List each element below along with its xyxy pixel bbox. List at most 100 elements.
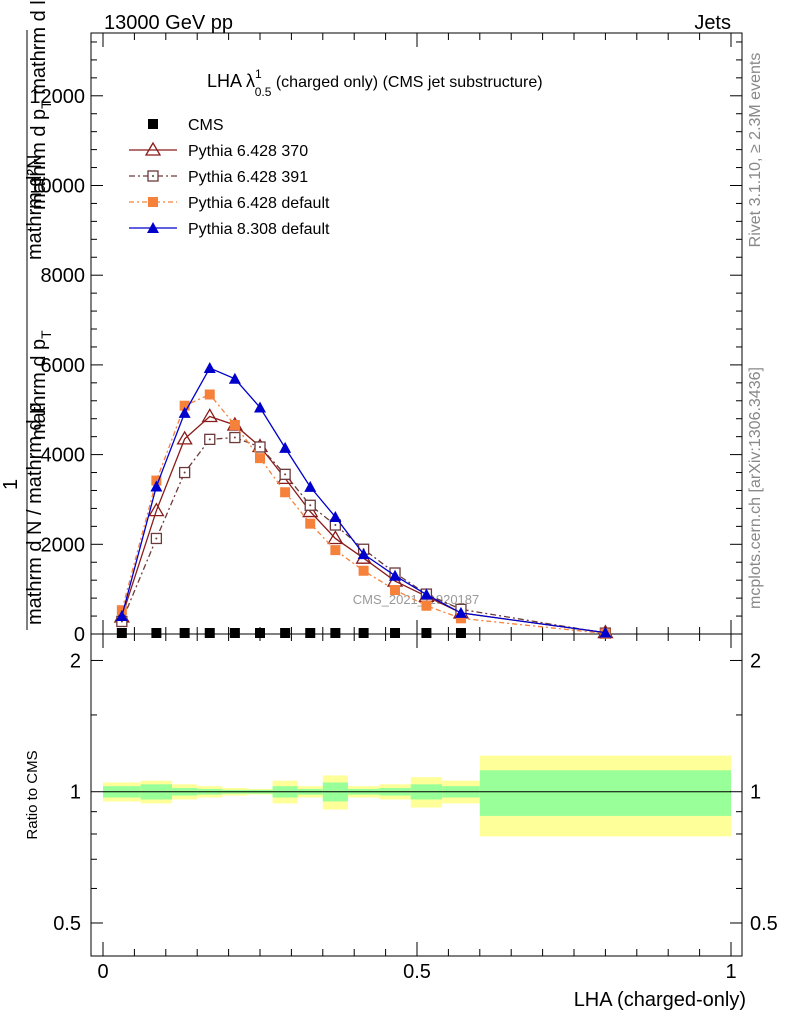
data-point-pdef [204, 389, 215, 400]
ratio-y-tick-label-right: 2 [750, 650, 761, 672]
rivet-label: Rivet 3.1.10, ≥ 2.3M events [747, 53, 764, 248]
ratio-band-inner [479, 770, 731, 816]
ratio-uncertainty-bands [103, 755, 731, 837]
y-tick-label: 12000 [29, 86, 85, 108]
y-tick-label: 6000 [41, 355, 86, 377]
data-point-p8 [599, 626, 612, 638]
data-point-cms [229, 628, 240, 638]
series-line-p8 [121, 367, 606, 634]
legend-marker-p391-dot [152, 175, 154, 177]
data-point-p391-dot [155, 537, 158, 540]
data-point-p391-dot [309, 504, 312, 507]
main-ylabel: mathrm d²N mathrm d pT mathrm d lambda 1… [0, 0, 54, 630]
data-point-cms [358, 628, 369, 638]
data-point-cms [179, 628, 190, 638]
data-point-cms [151, 628, 162, 638]
legend: CMS Pythia 6.428 370 Pythia 6.428 391 Pythi… [129, 117, 330, 238]
legend-entry-p391: Pythia 6.428 391 [129, 169, 308, 186]
data-point-pdef [390, 585, 401, 596]
data-point-p391-dot [259, 445, 261, 448]
data-point-p391-dot [334, 524, 337, 527]
xlabel: LHA (charged-only) [574, 989, 746, 1011]
ratio-ylabel: Ratio to CMS [24, 750, 41, 839]
ylabel-dpt-sub: T [38, 100, 54, 109]
ratio-y-tick-label-right: 0.5 [750, 913, 778, 935]
mcplots-label: mcplots.cern.ch [arXiv:1306.3436] [747, 367, 764, 609]
ratio-axes: 0 0.5 1 0.5 0.5 1 1 2 2 [53, 33, 778, 983]
ylabel-num: mathrm d²N [24, 154, 46, 260]
data-point-p8 [420, 588, 433, 600]
series-cms [116, 628, 466, 638]
ratio-y-tick-label: 0.5 [53, 913, 81, 935]
x-tick-label: 0.5 [403, 961, 431, 983]
y-tick-label: 2000 [41, 534, 86, 556]
data-point-pdef [229, 419, 240, 430]
legend-label: CMS [188, 117, 224, 134]
plot-title: LHA λ1 0.5 (charged only) (CMS jet substr… [207, 67, 543, 99]
data-point-p370 [176, 430, 193, 445]
series-line-pdef [121, 393, 606, 635]
y-tick-label: 4000 [41, 445, 86, 467]
legend-label: Pythia 8.308 default [188, 221, 330, 238]
ratio-y-tick-label: 1 [70, 782, 81, 804]
data-point-p8 [454, 606, 467, 618]
data-point-cms [390, 628, 401, 638]
data-point-p8 [389, 569, 402, 581]
ylabel-dpt: mathrm d p [28, 109, 50, 210]
ylabel-one: 1 [0, 479, 22, 490]
y-tick-label: 0 [74, 624, 85, 646]
data-point-p8 [228, 372, 241, 384]
data-point-cms [255, 628, 265, 638]
data-point-cms [204, 628, 215, 638]
data-point-p8 [329, 510, 342, 522]
ylabel-den-2: mathrm d pT [28, 330, 54, 440]
data-point-pdef [421, 600, 432, 611]
data-point-pdef [330, 545, 341, 556]
data-point-cms [305, 628, 316, 638]
data-point-cms [455, 628, 466, 638]
legend-entry-cms: CMS [148, 117, 224, 134]
ylabel-dlambda: mathrm d lambda [28, 0, 50, 100]
data-point-cms [280, 628, 291, 638]
legend-entry-p8: Pythia 8.308 default [129, 221, 330, 238]
data-point-p370 [201, 408, 218, 423]
analysis-watermark: CMS_2021_I1920187 [353, 592, 480, 607]
series-p8 [115, 362, 612, 638]
legend-entry-pdef: Pythia 6.428 default [129, 195, 330, 212]
data-point-pdef [179, 400, 190, 411]
legend-label: Pythia 6.428 default [188, 195, 330, 212]
main-axes: 0 2000 4000 6000 8000 10000 12000 [29, 32, 743, 646]
data-point-cms [421, 628, 432, 638]
data-point-p8 [304, 480, 317, 492]
data-point-p8 [279, 441, 292, 453]
y-tick-label: 10000 [29, 175, 85, 197]
y-tick-label: 8000 [41, 265, 86, 287]
legend-entry-p370: Pythia 6.428 370 [129, 141, 308, 160]
data-point-p391-dot [233, 436, 236, 439]
series-p391 [116, 431, 612, 639]
data-point-p8 [203, 362, 216, 374]
title-main: LHA λ [207, 71, 255, 91]
jets-label: Jets [694, 12, 731, 34]
series-layer [113, 362, 614, 639]
data-point-p391-dot [208, 438, 211, 441]
legend-marker-p8 [147, 222, 159, 233]
x-tick-label: 0 [97, 961, 108, 983]
ylabel-den-sub: T [38, 330, 54, 339]
data-point-cms [330, 628, 341, 638]
data-point-p391-dot [284, 473, 287, 476]
data-point-pdef [358, 565, 369, 576]
legend-label: Pythia 6.428 370 [188, 143, 308, 160]
data-point-pdef [255, 453, 265, 464]
data-point-p391-dot [183, 471, 186, 474]
data-point-p8 [150, 480, 163, 492]
legend-marker-p370 [144, 141, 162, 156]
data-point-p8 [357, 548, 370, 560]
data-point-pdef [280, 487, 291, 498]
title-sup: 1 [255, 67, 262, 81]
data-point-p8 [115, 610, 128, 622]
energy-label: 13000 GeV pp [104, 12, 233, 34]
x-tick-label: 1 [725, 961, 736, 983]
data-point-pdef [305, 518, 316, 529]
